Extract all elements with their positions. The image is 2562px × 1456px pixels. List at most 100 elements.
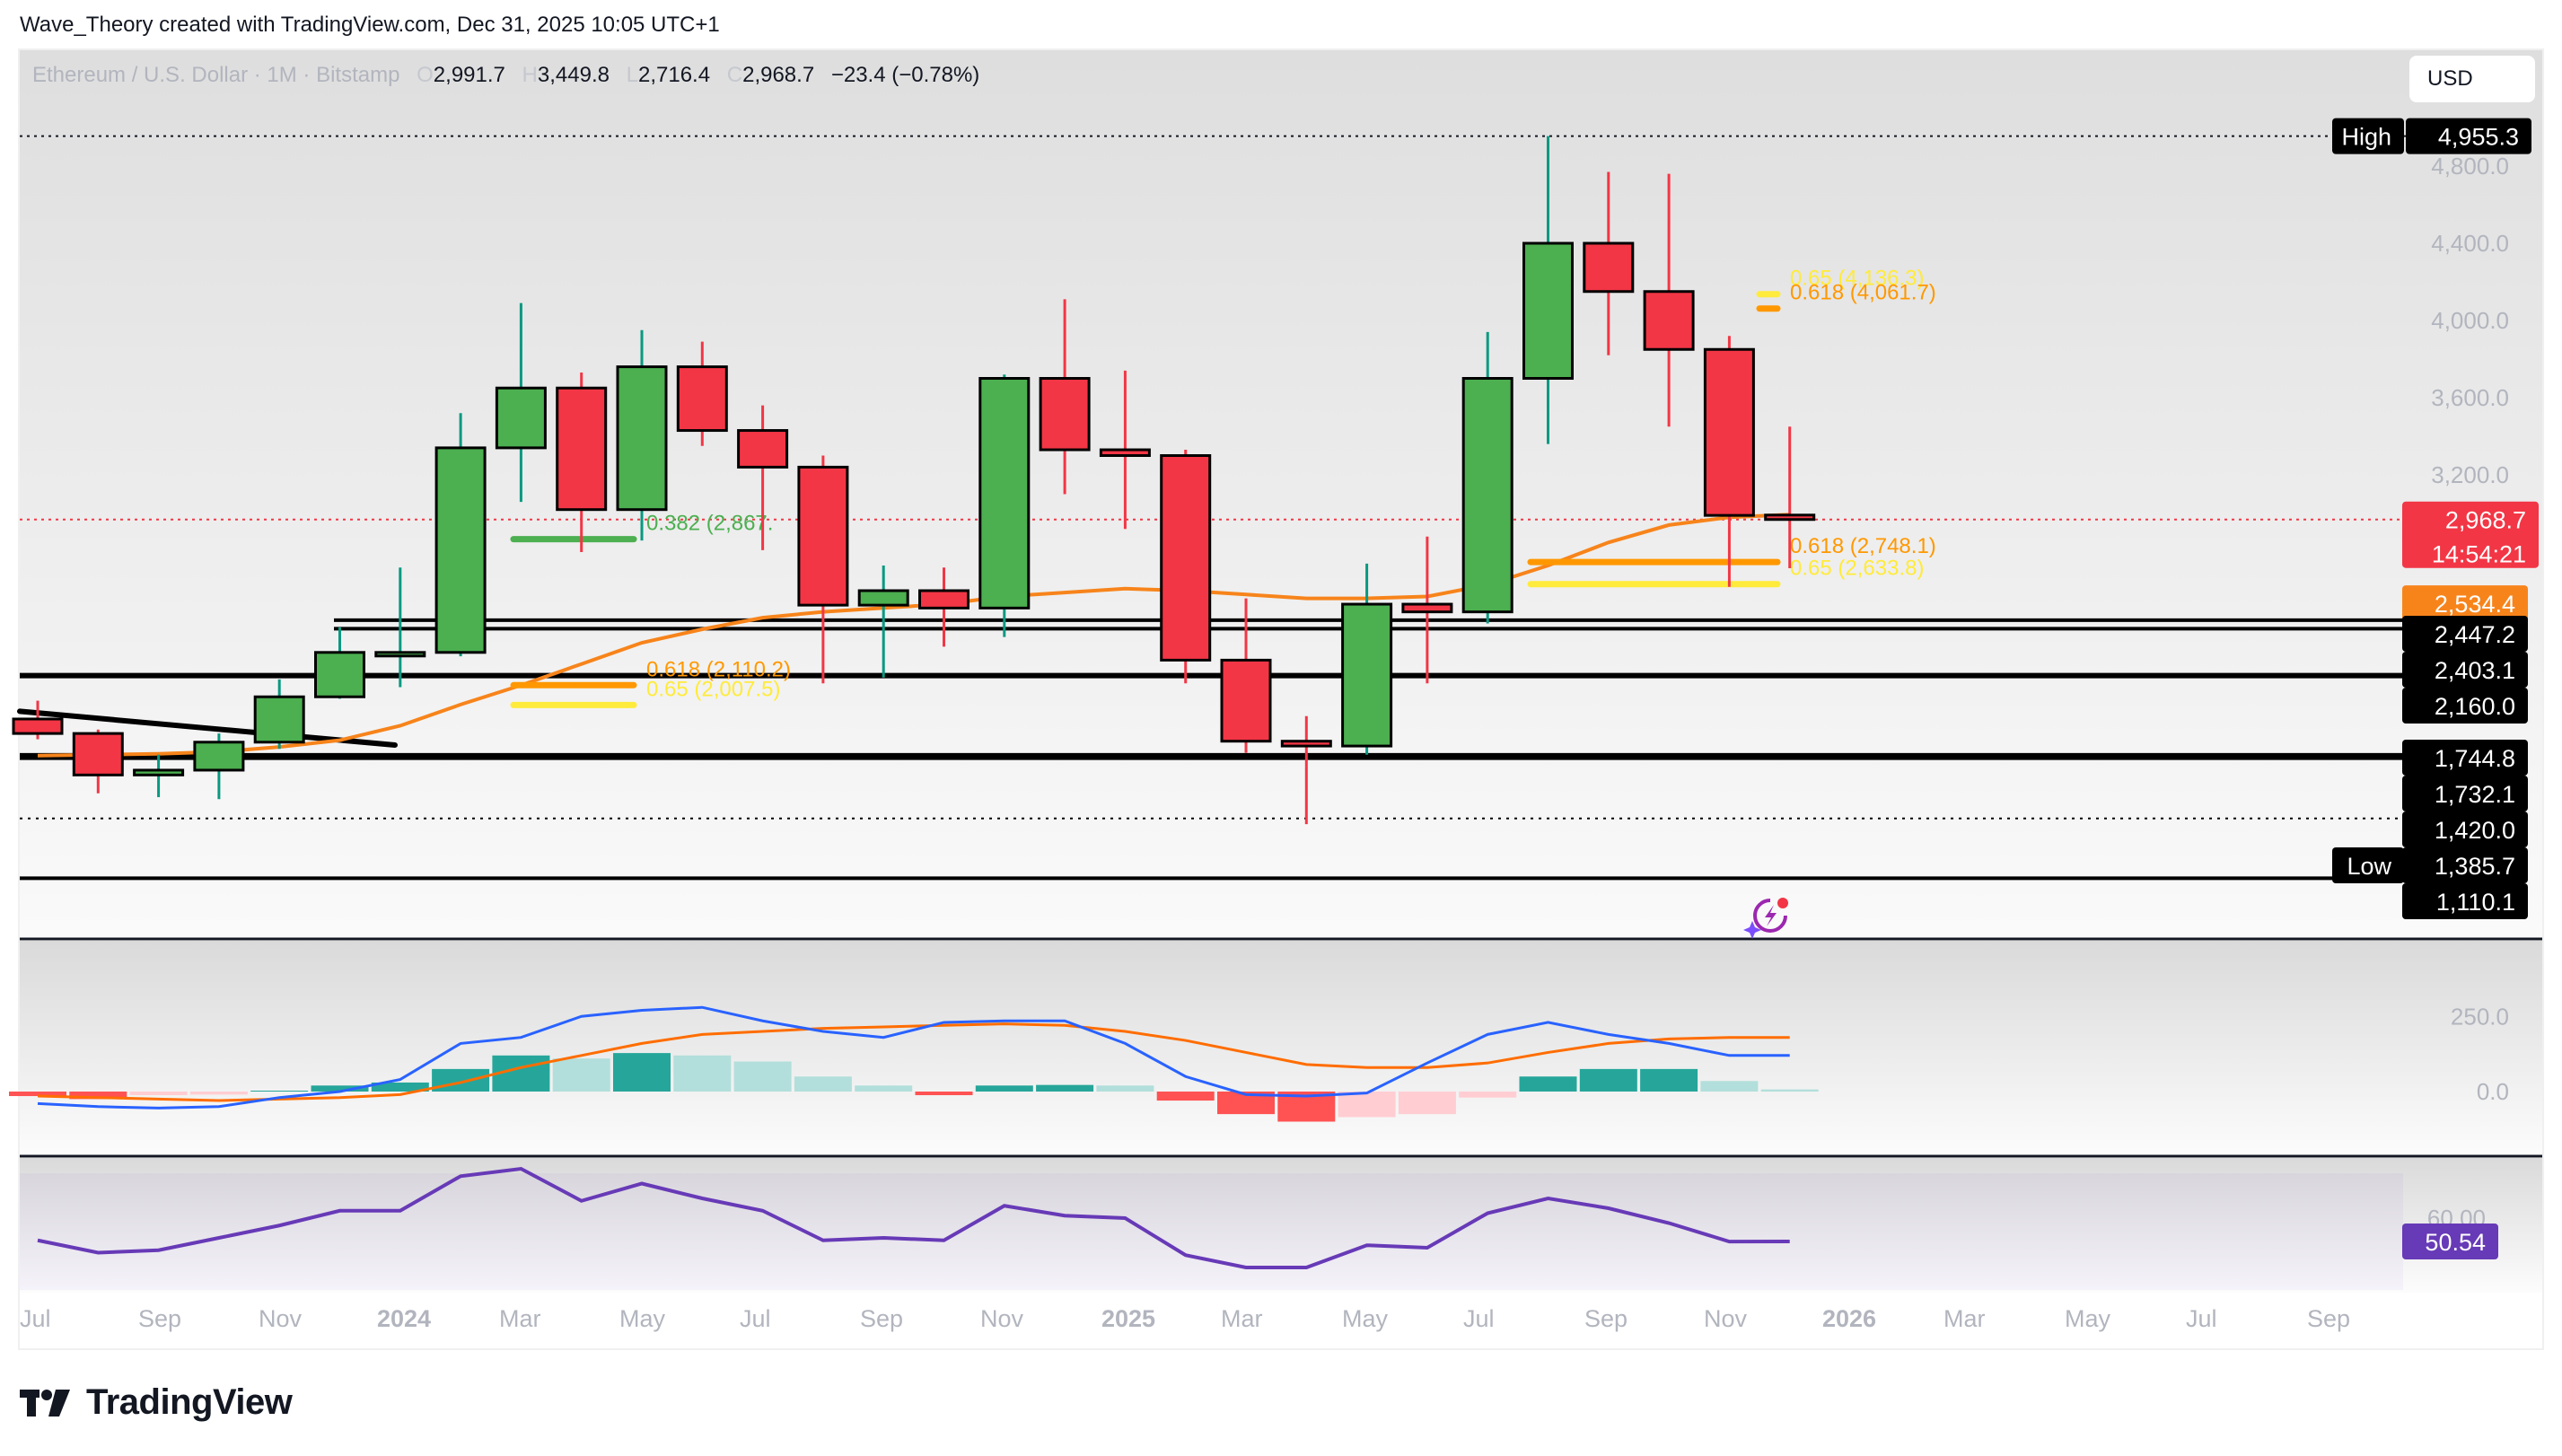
macd-pane[interactable]: 250.0 0.0 xyxy=(9,1003,2509,1122)
candle[interactable] xyxy=(253,679,305,750)
level-price-tag: 1,420.0 xyxy=(2402,811,2528,847)
candle[interactable] xyxy=(1764,426,1816,568)
svg-text:2,160.0: 2,160.0 xyxy=(2435,693,2515,720)
candle[interactable] xyxy=(676,341,728,446)
svg-text:1,385.7: 1,385.7 xyxy=(2435,853,2515,880)
tradingview-logo[interactable]: TradingView xyxy=(20,1382,293,1423)
time-tick: Nov xyxy=(259,1305,303,1332)
time-tick: Sep xyxy=(1584,1305,1628,1332)
candle[interactable] xyxy=(616,329,668,541)
macd-histogram-bar xyxy=(1760,1089,1819,1092)
low-price-tag: 1,385.7 xyxy=(2402,847,2528,883)
level-price-tag: 2,160.0 xyxy=(2402,688,2528,724)
candle[interactable] xyxy=(1703,336,1755,587)
price-axis[interactable]: 4,800.0 4,400.0 4,000.0 3,600.0 3,200.0 4,955… xyxy=(2332,118,2539,919)
chart-frame xyxy=(18,48,2544,1350)
time-tick: Jul xyxy=(740,1305,771,1332)
candle[interactable] xyxy=(12,700,64,740)
candle[interactable] xyxy=(1039,299,1091,495)
candle[interactable] xyxy=(1401,536,1453,684)
candle[interactable] xyxy=(1099,370,1151,530)
candle[interactable] xyxy=(193,733,245,800)
close-value: 2,968.7 xyxy=(742,63,815,87)
macd-histogram-bar xyxy=(975,1085,1033,1092)
candle[interactable] xyxy=(1643,173,1695,427)
svg-text:1,732.1: 1,732.1 xyxy=(2435,781,2515,808)
symbol-name[interactable]: Ethereum / U.S. Dollar · 1M · Bitstamp xyxy=(32,63,400,87)
candle[interactable] xyxy=(133,754,185,798)
candle[interactable] xyxy=(1461,331,1514,624)
candle[interactable] xyxy=(314,627,365,699)
candle[interactable] xyxy=(1280,715,1332,825)
macd-histogram-bar xyxy=(1459,1092,1517,1098)
time-tick: Sep xyxy=(138,1305,181,1332)
fib-level-label: 0.65 (4,136.3) xyxy=(1790,267,1924,291)
candle[interactable] xyxy=(1583,171,1635,355)
macd-histogram-bar xyxy=(432,1068,490,1092)
candle[interactable] xyxy=(737,405,789,550)
candle[interactable] xyxy=(556,373,608,552)
macd-histogram-bar xyxy=(129,1092,188,1096)
svg-text:Low: Low xyxy=(2347,853,2391,880)
svg-text:50.54: 50.54 xyxy=(2425,1229,2486,1256)
macd-histogram-bar xyxy=(855,1085,913,1092)
fib-level-label: 0.65 (2,007.5) xyxy=(646,677,780,701)
svg-text:2,403.1: 2,403.1 xyxy=(2435,657,2515,684)
level-price-tag: 1,110.1 xyxy=(2402,883,2528,919)
candle[interactable] xyxy=(918,567,970,647)
macd-signal-line xyxy=(37,1022,1790,1102)
macd-histogram-bar xyxy=(794,1076,852,1092)
candle[interactable] xyxy=(1522,136,1574,444)
price-tick: 4,000.0 xyxy=(2431,307,2509,334)
candle[interactable] xyxy=(374,567,426,688)
macd-histogram-bar xyxy=(1700,1081,1759,1092)
time-axis[interactable]: Jul Sep Nov 2024 Mar May Jul Sep Nov 2025 Mar May Ju… xyxy=(20,1305,2350,1332)
macd-histogram-bar xyxy=(1519,1076,1577,1092)
time-tick: Mar xyxy=(499,1305,541,1332)
candle[interactable] xyxy=(495,303,547,503)
macd-histogram-bar xyxy=(1156,1092,1215,1101)
macd-histogram-bar xyxy=(1398,1092,1456,1115)
price-pane[interactable]: 0.65 (4,136.3)0.618 (4,061.7) 0.618 (2,74… xyxy=(12,135,2406,881)
macd-histogram-bar xyxy=(733,1061,792,1092)
svg-text:2,447.2: 2,447.2 xyxy=(2435,621,2515,648)
level-price-tag: 2,403.1 xyxy=(2402,652,2528,688)
open-value: 2,991.7 xyxy=(433,63,505,87)
tradingview-logo-icon xyxy=(20,1389,70,1417)
macd-line xyxy=(37,1005,1790,1110)
candle[interactable] xyxy=(1341,563,1393,755)
macd-tick: 250.0 xyxy=(2451,1003,2509,1030)
macd-tick: 0.0 xyxy=(2477,1078,2509,1105)
level-price-tag: 1,744.8 xyxy=(2402,740,2528,776)
time-tick: May xyxy=(619,1305,666,1332)
candle[interactable] xyxy=(1220,598,1272,753)
candle[interactable] xyxy=(978,374,1031,637)
symbol-legend: Ethereum / U.S. Dollar · 1M · Bitstamp O… xyxy=(32,63,980,87)
main-pane-bg xyxy=(20,50,2542,939)
macd-histogram-bar xyxy=(1640,1068,1698,1092)
macd-histogram-bar xyxy=(673,1055,732,1092)
assistant-spark-icon[interactable] xyxy=(1743,898,1788,939)
time-tick: Jul xyxy=(2186,1305,2217,1332)
candle[interactable] xyxy=(1160,450,1212,684)
currency-button[interactable]: USD xyxy=(2409,56,2535,102)
macd-histogram-bar xyxy=(9,1092,66,1097)
price-tick: 3,200.0 xyxy=(2431,461,2509,488)
time-tick: 2025 xyxy=(1101,1305,1155,1332)
time-tick: Sep xyxy=(2307,1305,2350,1332)
candle[interactable] xyxy=(434,413,487,657)
high-value: 3,449.8 xyxy=(537,63,610,87)
time-tick: Mar xyxy=(1943,1305,1986,1332)
candle[interactable] xyxy=(857,566,909,678)
price-tick: 4,800.0 xyxy=(2431,153,2509,180)
fib-level-label: 0.65 (2,633.8) xyxy=(1790,557,1924,581)
candle[interactable] xyxy=(72,729,124,794)
candle[interactable] xyxy=(797,455,849,684)
macd-histogram-bar xyxy=(915,1092,973,1096)
macd-histogram-bar xyxy=(250,1090,309,1092)
low-label-tag: Low xyxy=(2332,847,2404,883)
low-value: 2,716.4 xyxy=(638,63,711,87)
last-price-tag: 2,968.7 14:54:21 xyxy=(2402,501,2539,568)
